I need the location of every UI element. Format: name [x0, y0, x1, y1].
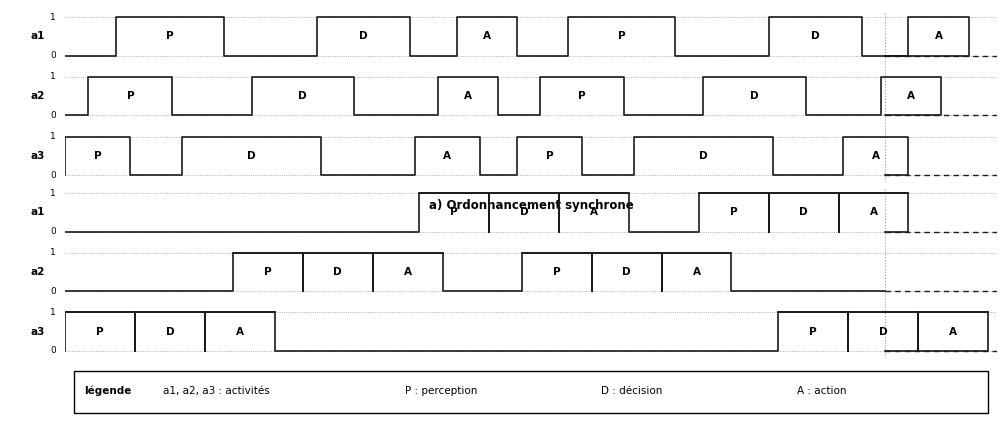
Text: 1: 1 [50, 13, 56, 22]
Text: P : perception: P : perception [405, 386, 478, 396]
Text: A: A [949, 327, 957, 337]
Text: 1: 1 [50, 248, 56, 257]
Text: a1: a1 [30, 208, 45, 217]
Text: P: P [126, 91, 134, 101]
Text: 0: 0 [50, 51, 56, 60]
Text: A : action: A : action [797, 386, 846, 396]
Text: D: D [699, 151, 707, 161]
Text: a3: a3 [30, 151, 45, 161]
Text: P: P [450, 208, 458, 217]
Text: 0: 0 [50, 111, 56, 120]
Text: b) Ordonnancement asynchrone: b) Ordonnancement asynchrone [425, 375, 637, 388]
Text: A: A [872, 151, 880, 161]
Text: a) Ordonnancement synchrone: a) Ordonnancement synchrone [429, 199, 633, 212]
Text: D: D [800, 208, 808, 217]
Text: a1: a1 [30, 32, 45, 42]
Text: A: A [935, 32, 943, 42]
Text: P: P [618, 32, 625, 42]
Text: A: A [907, 91, 915, 101]
Text: D: D [247, 151, 256, 161]
Text: 0: 0 [50, 227, 56, 236]
Text: A: A [870, 208, 878, 217]
Text: légende: légende [84, 385, 131, 396]
Text: a1, a2, a3 : activités: a1, a2, a3 : activités [163, 386, 270, 396]
Text: a2: a2 [30, 91, 45, 101]
Text: P: P [94, 151, 101, 161]
Text: D: D [622, 267, 631, 277]
Text: D: D [879, 327, 887, 337]
Text: P: P [578, 91, 586, 101]
Text: D: D [520, 208, 528, 217]
Text: 1: 1 [50, 189, 56, 197]
Text: a3: a3 [30, 327, 45, 337]
Text: P: P [729, 208, 737, 217]
Text: D: D [334, 267, 342, 277]
Text: a2: a2 [30, 267, 45, 277]
Text: P: P [553, 267, 560, 277]
Text: 0: 0 [50, 346, 56, 355]
Text: P: P [546, 151, 553, 161]
Text: 1: 1 [50, 308, 56, 317]
Text: 1: 1 [50, 132, 56, 141]
Text: A: A [590, 208, 598, 217]
Text: A: A [443, 151, 451, 161]
Text: A: A [235, 327, 243, 337]
Text: D : décision: D : décision [601, 386, 662, 396]
Text: D: D [359, 32, 368, 42]
Text: 0: 0 [50, 171, 56, 179]
Text: A: A [464, 91, 472, 101]
Text: A: A [692, 267, 700, 277]
Text: A: A [483, 32, 491, 42]
Text: 1: 1 [50, 72, 56, 81]
Text: D: D [299, 91, 307, 101]
Text: P: P [810, 327, 817, 337]
Text: D: D [811, 32, 820, 42]
FancyBboxPatch shape [74, 370, 988, 413]
Text: 0: 0 [50, 287, 56, 296]
Text: A: A [404, 267, 412, 277]
Text: P: P [166, 32, 173, 42]
Text: D: D [165, 327, 174, 337]
Text: P: P [96, 327, 104, 337]
Text: D: D [750, 91, 760, 101]
Text: P: P [264, 267, 272, 277]
